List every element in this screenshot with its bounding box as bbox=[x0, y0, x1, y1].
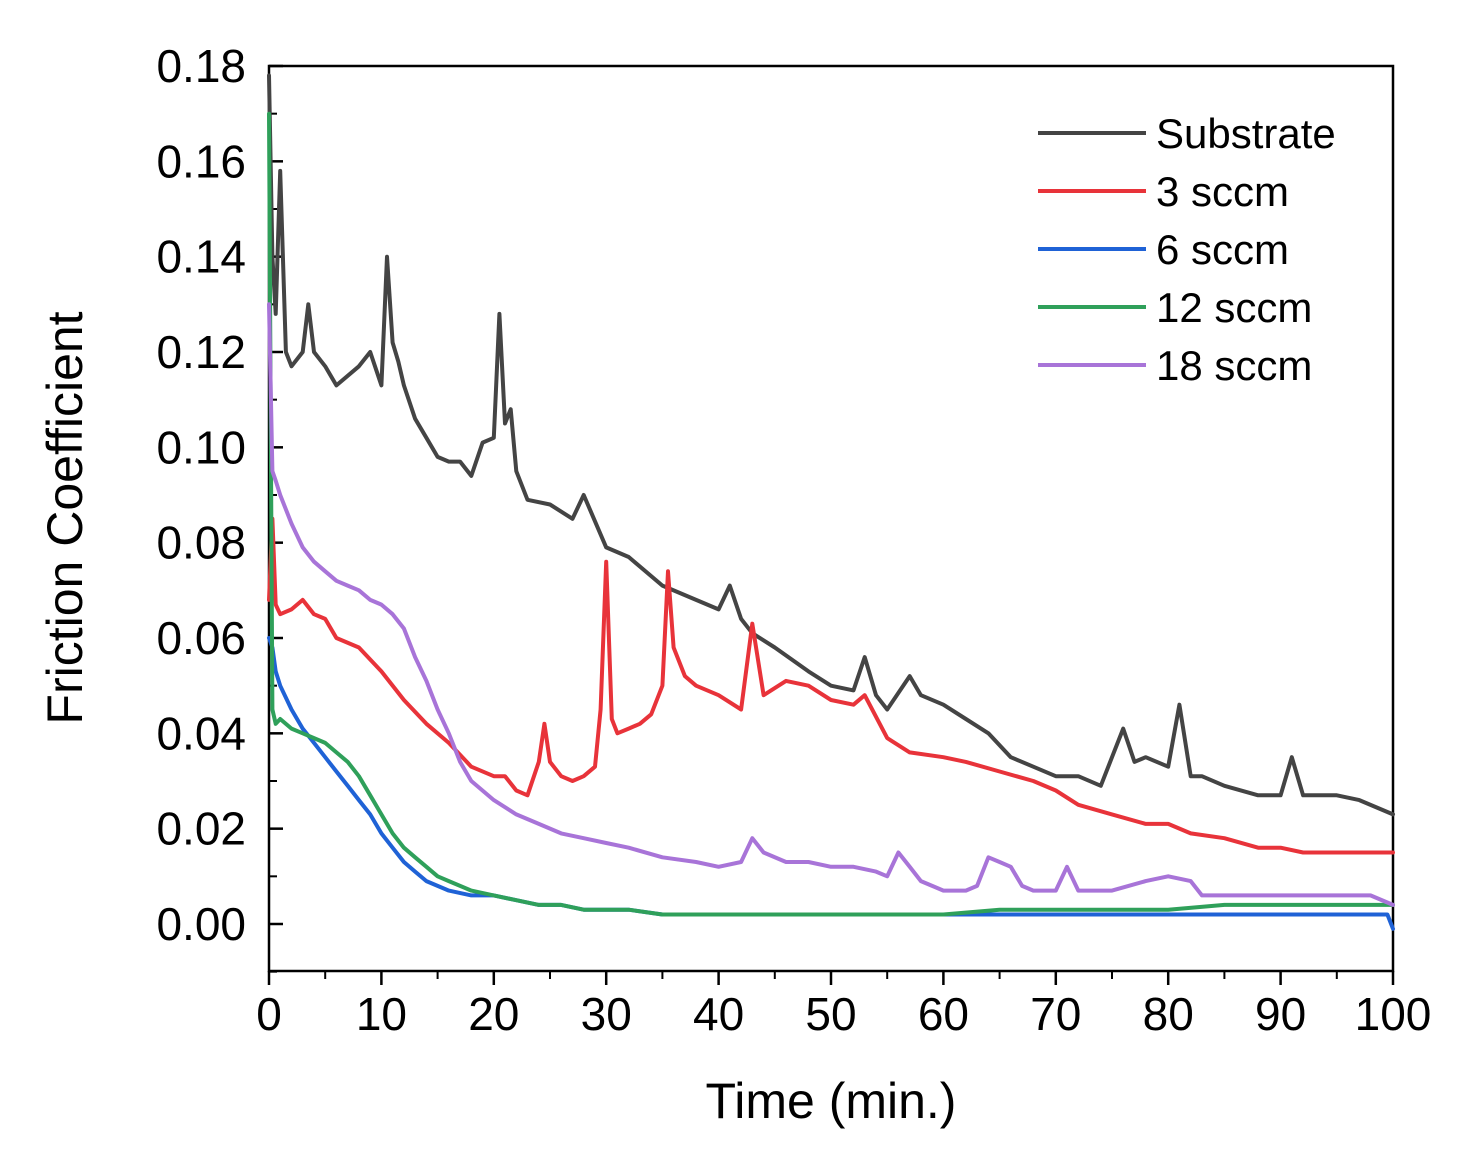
x-tick-label: 60 bbox=[918, 988, 969, 1040]
series-lines bbox=[267, 73, 1395, 931]
y-tick-label: 0.00 bbox=[156, 898, 246, 950]
x-tick-label: 80 bbox=[1143, 988, 1194, 1040]
y-tick-label: 0.06 bbox=[156, 612, 246, 664]
series-line-substrate bbox=[267, 73, 1395, 817]
legend-label-substrate: Substrate bbox=[1156, 110, 1336, 157]
legend-label-18-sccm: 18 sccm bbox=[1156, 342, 1312, 389]
x-tick-label: 10 bbox=[356, 988, 407, 1040]
x-tick-label: 90 bbox=[1255, 988, 1306, 1040]
y-tick-label: 0.18 bbox=[156, 40, 246, 92]
y-axis-title: Friction Coefficient bbox=[37, 311, 93, 724]
y-tick-label: 0.12 bbox=[156, 326, 246, 378]
y-tick-label: 0.10 bbox=[156, 421, 246, 473]
y-tick-label: 0.14 bbox=[156, 231, 246, 283]
x-tick-label: 30 bbox=[581, 988, 632, 1040]
legend-label-12-sccm: 12 sccm bbox=[1156, 284, 1312, 331]
series-line-12-sccm bbox=[267, 111, 1395, 917]
axis-ticks: 0 10 20 30 40 50 60 70 80 90 100 0.00 0.02 0.04 0.06 0.… bbox=[156, 40, 1431, 1040]
y-tick-label: 0.04 bbox=[156, 707, 246, 759]
y-tick-label: 0.08 bbox=[156, 517, 246, 569]
series-line-18-sccm bbox=[267, 302, 1395, 907]
x-axis-title: Time (min.) bbox=[706, 1073, 957, 1129]
legend-label-3-sccm: 3 sccm bbox=[1156, 168, 1289, 215]
x-tick-label: 100 bbox=[1355, 988, 1432, 1040]
x-tick-label: 50 bbox=[805, 988, 856, 1040]
y-tick-label: 0.16 bbox=[156, 135, 246, 187]
x-tick-label: 20 bbox=[468, 988, 519, 1040]
x-tick-label: 0 bbox=[256, 988, 282, 1040]
legend-label-6-sccm: 6 sccm bbox=[1156, 226, 1289, 273]
x-tick-label: 70 bbox=[1030, 988, 1081, 1040]
x-tick-label: 40 bbox=[693, 988, 744, 1040]
series-line-3-sccm bbox=[267, 516, 1395, 855]
y-tick-label: 0.02 bbox=[156, 803, 246, 855]
legend: Substrate 3 sccm 6 sccm 12 sccm 18 sccm bbox=[1038, 110, 1336, 389]
series-line-6-sccm bbox=[267, 636, 1395, 931]
